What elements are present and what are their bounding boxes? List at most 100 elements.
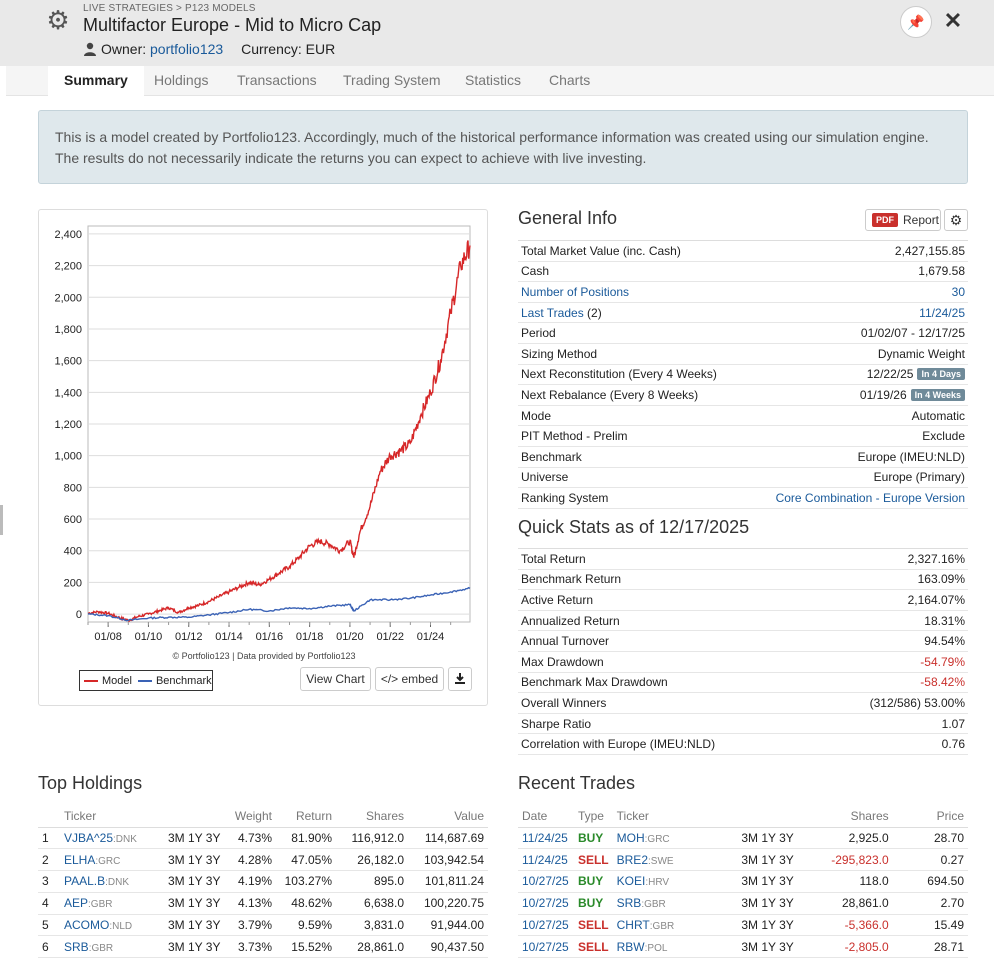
info-value[interactable]: Core Combination - Europe Version <box>775 490 965 505</box>
quick-stat-row: Max Drawdown -54.79% <box>518 651 968 673</box>
value-cell: 101,811.24 <box>408 870 488 893</box>
col-shares[interactable]: Shares <box>799 805 893 828</box>
tab-charts[interactable]: Charts <box>549 72 591 88</box>
period-links[interactable]: 3M 1Y 3Y <box>164 870 226 893</box>
info-label: Cash <box>521 264 550 279</box>
period-links[interactable]: 3M 1Y 3Y <box>737 935 800 959</box>
info-label-cell: Next Rebalance (Every 8 Weeks) <box>518 384 747 406</box>
quick-stat-row: Annualized Return 18.31% <box>518 610 968 632</box>
return-cell: 48.62% <box>276 892 336 915</box>
general-info-row: PIT Method - Prelim Exclude <box>518 425 968 447</box>
info-value-cell: 1,679.58 <box>746 261 968 283</box>
value-cell: 114,687.69 <box>408 827 488 850</box>
info-label-cell: Period <box>518 322 747 344</box>
period-links[interactable]: 3M 1Y 3Y <box>164 848 226 872</box>
period-links[interactable]: 3M 1Y 3Y <box>164 935 226 959</box>
x-tick-label: 01/14 <box>215 631 243 643</box>
quick-stat-row: Active Return 2,164.07% <box>518 589 968 611</box>
ticker-link[interactable]: AEP <box>64 896 89 911</box>
ticker-link[interactable]: RBW <box>616 939 645 954</box>
trade-date-link[interactable]: 10/27/25 <box>518 870 574 893</box>
period-links[interactable]: 3M 1Y 3Y <box>737 827 800 850</box>
quick-stat-row: Annual Turnover 94.54% <box>518 630 968 652</box>
tab-trading-system[interactable]: Trading System <box>343 72 441 88</box>
shares-cell: -5,366.0 <box>799 914 893 937</box>
trade-date-link[interactable]: 10/27/25 <box>518 935 574 959</box>
ticker-link[interactable]: SRB <box>64 939 89 954</box>
info-value[interactable]: 11/24/25 <box>919 305 965 320</box>
report-button[interactable]: PDF Report <box>865 209 941 231</box>
ticker-link[interactable]: VJBA^25 <box>64 830 113 845</box>
info-label: PIT Method - Prelim <box>521 429 628 444</box>
period-links[interactable]: 3M 1Y 3Y <box>164 827 226 850</box>
notice-line-1: This is a model created by Portfolio123.… <box>55 129 929 145</box>
user-icon <box>84 42 96 56</box>
period-links[interactable]: 3M 1Y 3Y <box>737 914 800 937</box>
trade-date-link[interactable]: 10/27/25 <box>518 892 574 915</box>
value-cell: 91,944.00 <box>408 914 488 937</box>
tab-summary[interactable]: Summary <box>48 66 144 96</box>
stat-label: Overall Winners <box>518 692 817 714</box>
info-value: Exclude <box>922 429 965 444</box>
ticker-link[interactable]: ELHA <box>64 852 96 867</box>
ticker-link[interactable]: BRE2 <box>616 852 648 867</box>
stat-label: Total Return <box>518 548 817 570</box>
info-value-cell: 30 <box>746 281 968 303</box>
currency-label: Currency: EUR <box>241 41 336 57</box>
info-value-cell: 11/24/25 <box>746 302 968 324</box>
weight-cell: 4.19% <box>226 870 276 893</box>
col-weight[interactable]: Weight <box>226 805 276 828</box>
embed-button[interactable]: </> embed <box>375 667 444 691</box>
shares-cell: 28,861.0 <box>336 935 408 959</box>
period-links[interactable]: 3M 1Y 3Y <box>164 892 226 915</box>
ticker-link[interactable]: KOEI <box>616 874 646 889</box>
tab-holdings[interactable]: Holdings <box>154 72 209 88</box>
legend-benchmark[interactable]: Benchmark <box>137 675 212 687</box>
gear-icon[interactable]: ⚙ <box>46 5 70 35</box>
trade-date-link[interactable]: 11/24/25 <box>518 848 574 872</box>
ticker-link[interactable]: PAAL.B <box>64 874 106 889</box>
col-date[interactable]: Date <box>518 805 574 828</box>
ticker-link[interactable]: CHRT <box>616 918 650 933</box>
col-shares[interactable]: Shares <box>336 805 408 828</box>
stat-value: 0.76 <box>816 733 968 755</box>
trade-date-link[interactable]: 11/24/25 <box>518 827 574 850</box>
side-handle[interactable] <box>0 505 3 535</box>
col-return[interactable]: Return <box>276 805 336 828</box>
ticker-link[interactable]: SRB <box>616 896 642 911</box>
trade-date-link[interactable]: 10/27/25 <box>518 914 574 937</box>
col-ticker[interactable]: Ticker <box>612 805 738 828</box>
general-info-row: Ranking System Core Combination - Europe … <box>518 487 968 509</box>
report-settings-button[interactable]: ⚙ <box>944 209 968 231</box>
period-links[interactable]: 3M 1Y 3Y <box>164 914 226 937</box>
ticker-cell: KOEI:HRV <box>612 870 738 893</box>
shares-cell: 2,925.0 <box>799 827 893 850</box>
pin-button[interactable]: 📌 <box>900 6 932 38</box>
y-tick-label: 600 <box>64 514 82 526</box>
ticker-link[interactable]: ACOMO <box>64 918 110 933</box>
owner-link[interactable]: portfolio123 <box>150 41 224 57</box>
col-ticker[interactable]: Ticker <box>60 805 164 828</box>
chart-svg: 0 200 400 600 800 1,000 1,200 1,400 1,600 1,800 2,… <box>54 225 471 643</box>
col-price[interactable]: Price <box>892 805 968 828</box>
close-button[interactable]: ✕ <box>941 8 965 34</box>
col-value[interactable]: Value <box>408 805 488 828</box>
breadcrumb[interactable]: LIVE STRATEGIES > P123 MODELS <box>83 3 256 14</box>
tab-statistics[interactable]: Statistics <box>465 72 522 88</box>
download-button[interactable] <box>448 667 472 691</box>
info-label[interactable]: Last Trades <box>521 305 584 320</box>
info-label[interactable]: Number of Positions <box>521 284 630 299</box>
period-links[interactable]: 3M 1Y 3Y <box>737 870 800 893</box>
info-label: Mode <box>521 408 552 423</box>
ticker-link[interactable]: MOH <box>616 830 645 845</box>
info-label-cell: Last Trades (2) <box>518 302 747 324</box>
stat-value: (312/586) 53.00% <box>816 692 968 714</box>
col-type[interactable]: Type <box>573 805 613 828</box>
period-links[interactable]: 3M 1Y 3Y <box>737 848 800 872</box>
info-value[interactable]: 30 <box>951 284 965 299</box>
period-links[interactable]: 3M 1Y 3Y <box>737 892 800 915</box>
view-chart-button[interactable]: View Chart <box>300 667 371 691</box>
tab-transactions[interactable]: Transactions <box>237 72 317 88</box>
general-info-table: Total Market Value (inc. Cash) 2,427,155.… <box>518 240 968 509</box>
legend-model[interactable]: Model <box>84 675 132 687</box>
